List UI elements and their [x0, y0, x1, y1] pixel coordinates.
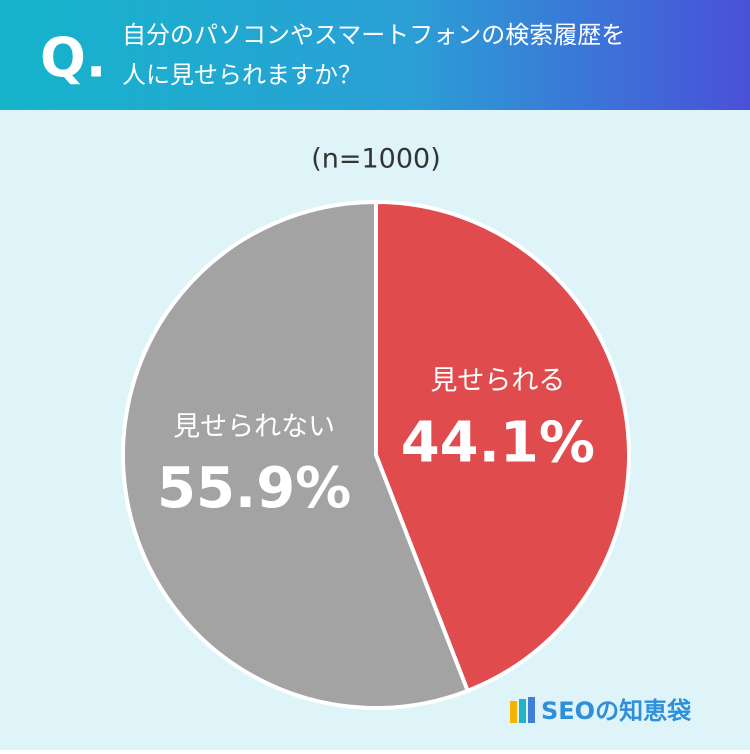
- logo-bar: [510, 701, 517, 723]
- brand-logo: SEOの知恵袋: [510, 697, 692, 725]
- slice-label: 見せられない: [173, 411, 335, 442]
- header: [0, 0, 750, 110]
- slice-label: 見せられる: [430, 366, 565, 397]
- value-label: 55.9%: [157, 456, 351, 521]
- title-line: 人に見せられますか？: [122, 61, 362, 89]
- q-label: Q.: [40, 27, 106, 90]
- brand: SEOの知恵袋: [541, 697, 692, 725]
- pie-slice: [374, 199, 631, 694]
- value-label: 44.1%: [401, 410, 595, 475]
- logo-bar: [528, 697, 535, 723]
- logo-bar: [519, 699, 526, 723]
- pie-slice: [121, 199, 471, 710]
- subtitle: (n=1000): [311, 144, 441, 175]
- title-line: 自分のパソコンやスマートフォンの検索履歴を: [122, 21, 625, 49]
